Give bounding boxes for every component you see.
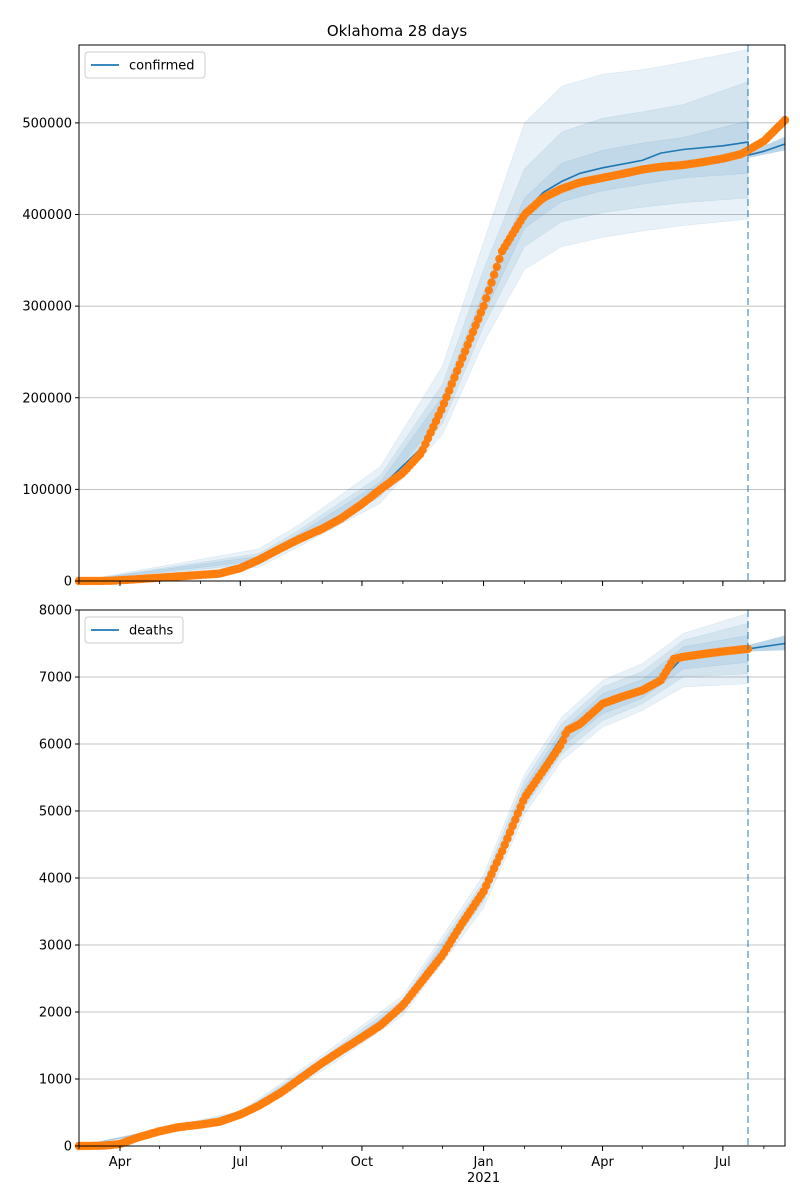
observed-point [497, 847, 507, 856]
observed-point [495, 254, 504, 264]
observed-point [460, 347, 470, 356]
observed-point [484, 286, 494, 295]
observed-point [442, 392, 451, 402]
observed-point [492, 262, 501, 272]
observed-point [439, 399, 449, 408]
legend: confirmed [84, 51, 206, 79]
x-tick-label: Jul [714, 1155, 731, 1170]
deaths-panel: 0 1000 2000 3000 4000 5000 6000 7000 8000 Apr Jul O… [39, 604, 786, 1186]
median-line [78, 642, 786, 1147]
y-tick-label: 400000 [22, 208, 72, 223]
observed-point [500, 840, 509, 850]
observed-point [476, 308, 486, 317]
observed-point [447, 379, 456, 389]
legend-box [84, 51, 206, 79]
observed-point [479, 301, 488, 311]
observed-point [450, 373, 459, 382]
observed-point [452, 366, 462, 376]
x-tick-label: Jan [473, 1155, 494, 1170]
y-tick-label: 6000 [39, 738, 72, 753]
x-year-label: 2021 [467, 1171, 500, 1186]
x-tick-label: Apr [109, 1155, 132, 1170]
observed-point [489, 270, 499, 279]
observed-point [445, 386, 454, 395]
y-tick-label: 100000 [22, 483, 72, 498]
observed-point [508, 821, 517, 831]
y-tick-label: 5000 [39, 805, 72, 820]
x-tick-label: Jul [231, 1155, 248, 1170]
legend-label: confirmed [129, 59, 195, 74]
y-tick-label: 3000 [39, 939, 72, 954]
x-tick-label: Apr [591, 1155, 614, 1170]
y-tick-label: 7000 [39, 671, 72, 686]
legend-box [84, 616, 184, 644]
observed-point [466, 334, 475, 343]
y-tick-label: 300000 [22, 300, 72, 315]
y-tick-label: 4000 [39, 872, 72, 887]
y-tick-label: 500000 [22, 116, 72, 131]
observed-point [482, 294, 491, 303]
observed-point [511, 815, 520, 824]
confirmed-panel: 0 100000 200000 300000 400000 500000 confirmed [22, 44, 790, 590]
y-tick-label: 0 [64, 1140, 72, 1155]
plot-frame [78, 44, 786, 582]
y-tick-label: 0 [64, 575, 72, 590]
uncertainty-band-2 [78, 635, 749, 1147]
observed-point [468, 327, 478, 337]
legend: deaths [84, 616, 184, 644]
y-tick-label: 1000 [39, 1073, 72, 1088]
observed-point [503, 834, 512, 843]
x-tick-label: Oct [351, 1155, 373, 1170]
observed-point [458, 353, 467, 363]
observed-point [463, 340, 472, 350]
chart-title: Oklahoma 28 days [327, 22, 468, 40]
observed-point [471, 321, 480, 330]
observed-point [516, 802, 525, 812]
observed-point [513, 809, 523, 818]
y-tick-label: 8000 [39, 604, 72, 619]
observed-point [474, 314, 483, 324]
observed-point [455, 360, 464, 369]
y-tick-label: 2000 [39, 1006, 72, 1021]
observed-point [505, 828, 515, 837]
observed-point [487, 278, 496, 287]
legend-label: deaths [129, 624, 174, 639]
y-tick-label: 200000 [22, 391, 72, 406]
observed-point [558, 736, 568, 745]
observed-series [74, 644, 753, 1151]
